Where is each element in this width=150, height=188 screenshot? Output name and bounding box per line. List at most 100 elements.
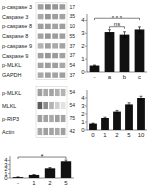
y-tick-label: 3 [81,30,85,36]
band [38,24,44,29]
row-label: Caspase 3 [2,14,28,20]
band [59,63,65,68]
row-label: p-RIP3 [2,116,19,122]
bar-chart: 01234012510 [81,90,147,138]
bar [45,168,55,178]
error-bar [92,123,95,125]
kda-label: 55 [69,33,75,39]
kda-label: 54 [69,62,75,68]
bar [29,175,39,178]
band [43,115,48,122]
marks [89,96,145,130]
band [38,33,44,38]
figure: p-caspase 317Caspase 335p-caspase 810Cas… [0,0,150,188]
band [45,33,51,38]
y-tick [85,98,87,99]
band [38,72,44,77]
row-label: p-MLKL [2,90,21,96]
band [59,53,65,58]
marks [90,27,145,72]
y-tick-label: 0 [81,69,85,75]
band [43,89,48,96]
row-label: p-MLKL [2,62,21,68]
x-tick-label: 2 [115,132,119,138]
kda-label: 37 [69,43,75,49]
y-tick-label: 1 [81,56,85,62]
band [59,4,65,9]
bar [101,118,109,130]
significance-label: ns [114,21,120,27]
error-bar [138,27,141,32]
y-tick-label: 2 [81,43,85,49]
y-tick [85,46,87,47]
band [52,72,58,77]
x-tick-label: 5 [64,180,68,186]
band [43,102,48,109]
y-tick-label: 3 [81,103,85,109]
y-tick [8,164,10,165]
band [45,14,51,19]
band [49,115,54,122]
row-label: p-caspase 8 [2,23,32,29]
significance-label: * * * [112,15,123,21]
band [38,63,44,68]
y-axis [87,14,88,72]
blot-panel: p-MLKL54MLKL54p-RIP375Actin42 [2,87,75,138]
x-tick-label: c [138,74,141,80]
band [55,89,60,96]
band [59,14,65,19]
error-bar [65,160,68,162]
error-bar [140,96,143,100]
band [52,24,58,29]
kda-label: 54 [69,89,75,95]
band [52,53,58,58]
band [38,43,44,48]
band [59,33,65,38]
band [52,43,58,48]
band [49,89,54,96]
y-axis [10,156,11,178]
significance-bracket [110,27,125,29]
band [38,128,43,135]
kda-label: 54 [69,102,75,108]
band [38,89,43,96]
band [45,4,51,9]
band [38,115,43,122]
x-tick-label: 1 [103,132,107,138]
error-bar [128,103,131,106]
significance-label: * [41,153,44,160]
row-label: GAPDH [2,72,22,78]
row-label: p-caspase 9 [2,43,32,49]
y-tick-label: 4 [4,157,8,163]
kda-label: 42 [69,128,75,134]
y-tick [8,169,10,170]
error-bar [104,117,107,119]
band [38,53,44,58]
error-bar [33,174,36,176]
bar [90,66,100,72]
band [49,102,54,109]
band [45,43,51,48]
row-label: Actin [2,129,14,135]
kda-label: 10 [69,23,75,29]
error-bar [49,168,52,170]
y-tick [8,160,10,161]
row-label: Caspase 8 [2,33,28,39]
y-tick [85,59,87,60]
y-tick [8,173,10,174]
y-tick-label: 4 [81,95,85,101]
y-tick [85,130,87,131]
y-axis [87,90,88,130]
y-tick [85,72,87,73]
row-label: Caspase 9 [2,53,28,59]
marks [13,160,71,178]
band [55,128,60,135]
y-tick [85,20,87,21]
bar-chart: 01234-abcns* * * [81,14,147,80]
y-tick [85,114,87,115]
band [59,43,65,48]
band [52,14,58,19]
band [52,63,58,68]
x-tick-label: - [17,180,19,186]
band [45,24,51,29]
